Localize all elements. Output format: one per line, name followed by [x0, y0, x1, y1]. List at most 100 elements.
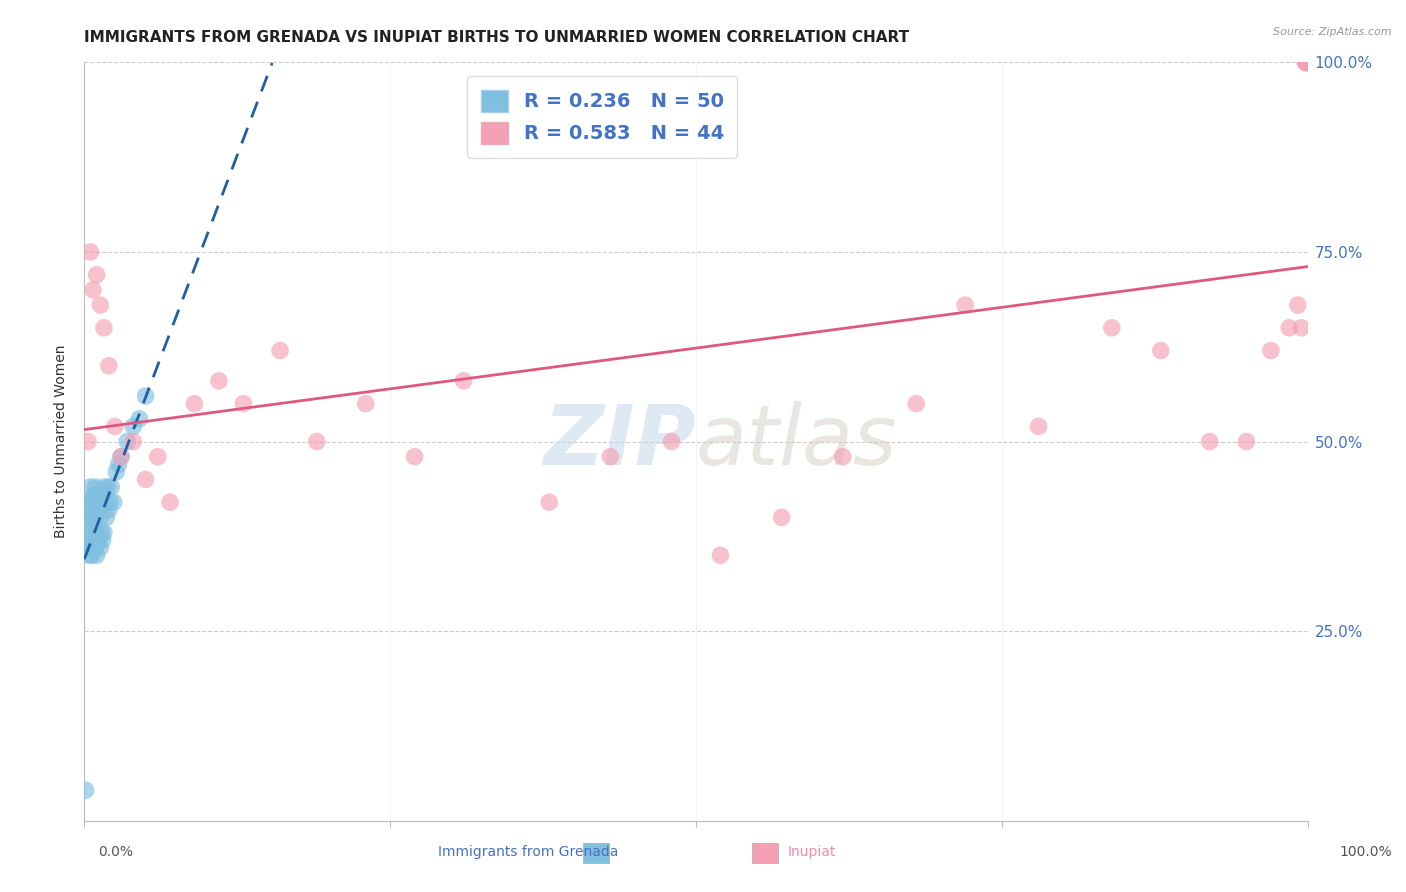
Point — [84, 510, 107, 524]
Point — [404, 450, 426, 464]
Point — [97, 503, 120, 517]
Point — [84, 541, 107, 555]
Point — [82, 510, 104, 524]
Point — [770, 510, 793, 524]
Point — [79, 510, 101, 524]
Point — [305, 434, 328, 449]
Point — [80, 548, 103, 563]
Text: 100.0%: 100.0% — [1340, 845, 1392, 859]
Point — [105, 465, 128, 479]
Point — [100, 480, 122, 494]
Point — [87, 503, 110, 517]
Point — [84, 480, 107, 494]
Point — [183, 396, 205, 410]
Point — [75, 783, 97, 797]
Text: IMMIGRANTS FROM GRENADA VS INUPIAT BIRTHS TO UNMARRIED WOMEN CORRELATION CHART: IMMIGRANTS FROM GRENADA VS INUPIAT BIRTH… — [84, 29, 910, 45]
Point — [1295, 55, 1317, 70]
Point — [135, 389, 157, 403]
Point — [77, 495, 100, 509]
Point — [538, 495, 561, 509]
Point — [91, 487, 114, 501]
Point — [89, 298, 111, 312]
Point — [87, 533, 110, 548]
Point — [831, 450, 853, 464]
Point — [90, 495, 112, 509]
Point — [79, 244, 101, 259]
Point — [1295, 55, 1317, 70]
Point — [661, 434, 683, 449]
Point — [110, 450, 132, 464]
Point — [96, 510, 118, 524]
Point — [599, 450, 621, 464]
Point — [83, 487, 105, 501]
Point — [110, 450, 132, 464]
Legend: R = 0.236   N = 50, R = 0.583   N = 44: R = 0.236 N = 50, R = 0.583 N = 44 — [467, 76, 737, 158]
Point — [82, 283, 104, 297]
Point — [86, 487, 108, 501]
Text: 0.0%: 0.0% — [98, 845, 134, 859]
Point — [453, 374, 475, 388]
Point — [269, 343, 291, 358]
Point — [89, 510, 111, 524]
Point — [107, 458, 129, 472]
Point — [79, 480, 101, 494]
Point — [82, 541, 104, 555]
Point — [93, 480, 115, 494]
Point — [1295, 55, 1317, 70]
Point — [91, 533, 114, 548]
Point — [1236, 434, 1258, 449]
Point — [1101, 320, 1123, 334]
Point — [159, 495, 181, 509]
Point — [76, 541, 98, 555]
Point — [103, 495, 125, 509]
Point — [90, 525, 112, 540]
Point — [77, 548, 100, 563]
Point — [1295, 55, 1317, 70]
Point — [1286, 298, 1309, 312]
Point — [86, 548, 108, 563]
Point — [135, 473, 157, 487]
Point — [77, 495, 100, 509]
Y-axis label: Births to Unmarried Women: Births to Unmarried Women — [55, 345, 69, 538]
Point — [98, 495, 121, 509]
Point — [104, 419, 127, 434]
Point — [1294, 55, 1316, 70]
Text: Source: ZipAtlas.com: Source: ZipAtlas.com — [1274, 27, 1392, 37]
Point — [1291, 320, 1313, 334]
Point — [93, 320, 115, 334]
Point — [128, 412, 150, 426]
Point — [97, 480, 120, 494]
Point — [89, 541, 111, 555]
Point — [208, 374, 231, 388]
Point — [1278, 320, 1301, 334]
Point — [87, 533, 110, 548]
Point — [86, 268, 108, 282]
Point — [122, 434, 145, 449]
Text: ZIP: ZIP — [543, 401, 696, 482]
Point — [93, 525, 115, 540]
Point — [83, 517, 105, 532]
Point — [77, 434, 100, 449]
Point — [146, 450, 169, 464]
Text: Inupiat: Inupiat — [787, 845, 835, 859]
Point — [87, 495, 110, 509]
Point — [1150, 343, 1173, 358]
Point — [1295, 55, 1317, 70]
Point — [1260, 343, 1282, 358]
Point — [77, 525, 100, 540]
Text: atlas: atlas — [696, 401, 897, 482]
Point — [80, 525, 103, 540]
Point — [232, 396, 254, 410]
Point — [122, 419, 145, 434]
Point — [1198, 434, 1220, 449]
Point — [83, 541, 105, 555]
Text: Immigrants from Grenada: Immigrants from Grenada — [439, 845, 619, 859]
Point — [354, 396, 377, 410]
Point — [1028, 419, 1050, 434]
Point — [76, 510, 98, 524]
Point — [86, 525, 108, 540]
Point — [79, 533, 101, 548]
Point — [97, 359, 120, 373]
Point — [115, 434, 138, 449]
Point — [953, 298, 976, 312]
